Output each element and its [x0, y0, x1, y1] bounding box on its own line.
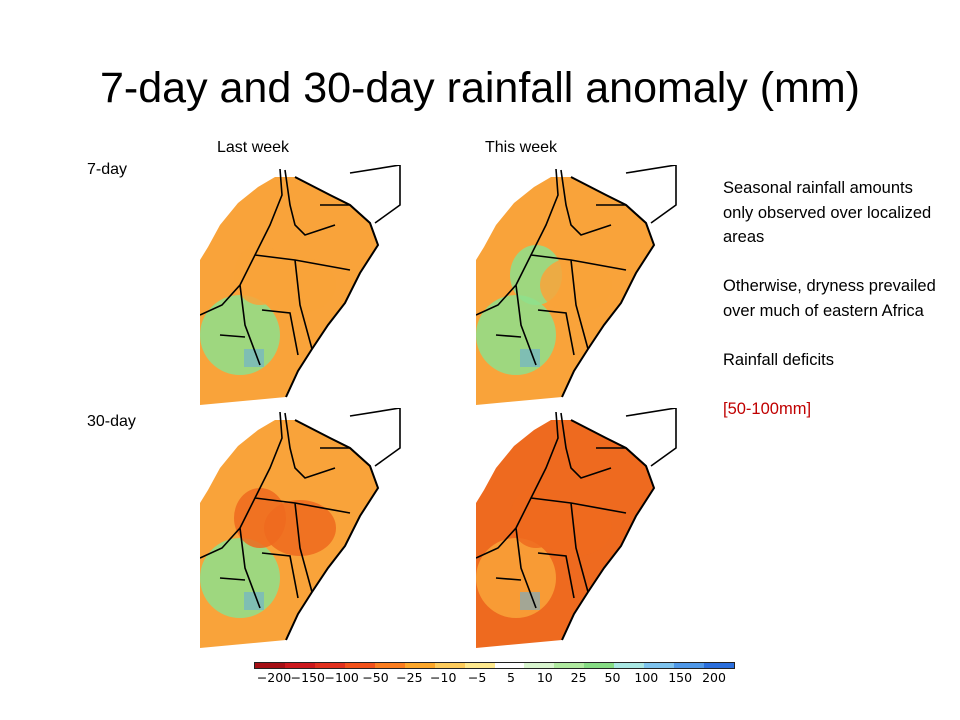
colorbar-swatch	[674, 663, 705, 668]
coastline	[561, 176, 656, 398]
column-label-this-week: This week	[485, 139, 558, 156]
colorbar-tick-label: −25	[396, 670, 423, 685]
rain-patch	[200, 538, 280, 618]
colorbar-tick-label: −200	[256, 670, 292, 685]
colorbar-swatch	[434, 663, 465, 668]
rain-patch	[476, 538, 556, 618]
border-lines	[200, 168, 371, 366]
colorbar-swatch	[284, 663, 315, 668]
rain-patch	[540, 257, 612, 313]
border-lines	[625, 165, 677, 224]
lake-victoria	[244, 349, 264, 367]
red-sea	[295, 165, 410, 205]
map-7day-this-week	[476, 165, 686, 405]
coastline	[561, 419, 656, 641]
colorbar-swatch	[614, 663, 645, 668]
colorbar-swatch	[374, 663, 405, 668]
rain-patch	[476, 295, 556, 375]
border-lines	[476, 411, 647, 609]
colorbar-swatch	[584, 663, 615, 668]
colorbar	[254, 662, 735, 669]
colorbar-tick-label: −50	[362, 670, 389, 685]
colorbar-tick-label: 150	[668, 670, 693, 685]
rain-patch	[264, 500, 336, 556]
red-sea	[295, 408, 410, 448]
notes-text: Seasonal rainfall amounts only observed …	[723, 176, 938, 421]
note-deficit-range: [50-100mm]	[723, 399, 812, 418]
column-label-last-week: Last week	[217, 139, 290, 156]
slide-title: 7-day and 30-day rainfall anomaly (mm)	[100, 64, 860, 112]
colorbar-tick-label: 200	[702, 670, 726, 685]
red-sea	[571, 408, 686, 448]
colorbar-swatch	[524, 663, 555, 668]
colorbar-swatch	[494, 663, 525, 668]
border-lines	[476, 168, 647, 366]
colorbar-swatch	[255, 663, 285, 668]
border-lines	[349, 165, 401, 224]
border-lines	[349, 408, 401, 467]
row-label-30-day: 30-day	[87, 413, 136, 430]
colorbar-tick-label: 25	[570, 670, 587, 685]
red-sea	[571, 165, 686, 205]
rain-patch	[200, 295, 280, 375]
rain-patch	[540, 500, 612, 556]
rain-patch	[264, 257, 336, 313]
note-localized: Seasonal rainfall amounts only observed …	[723, 179, 932, 246]
coastline	[285, 176, 380, 398]
colorbar-swatch	[464, 663, 495, 668]
colorbar-swatch	[554, 663, 585, 668]
lake-victoria	[244, 592, 264, 610]
colorbar-tick-label: 50	[604, 670, 621, 685]
map-30day-last-week	[200, 408, 410, 648]
colorbar-tick-label: 100	[634, 670, 659, 685]
border-lines	[625, 408, 677, 467]
map-7day-last-week	[200, 165, 410, 405]
map-30day-this-week	[476, 408, 686, 648]
colorbar-ticks: −200 −150 −100 −50 −25 −10 −5 5 10 25 50 100 150 200	[256, 669, 726, 687]
colorbar-tick-label: −5	[467, 670, 487, 685]
border-lines	[200, 411, 371, 609]
colorbar-swatch	[314, 663, 345, 668]
colorbar-tick-label: 10	[536, 670, 553, 685]
lake-victoria	[520, 349, 540, 367]
colorbar-tick-label: −100	[324, 670, 359, 685]
colorbar-tick-label: 5	[506, 670, 515, 685]
coastline	[285, 419, 380, 641]
colorbar-tick-label: −150	[290, 670, 326, 685]
colorbar-swatch	[704, 663, 734, 668]
row-label-7-day: 7-day	[87, 161, 128, 178]
colorbar-swatch	[404, 663, 435, 668]
lake-victoria	[520, 592, 540, 610]
note-dryness: Otherwise, dryness prevailed over much o…	[723, 277, 936, 320]
colorbar-swatch	[644, 663, 675, 668]
colorbar-tick-label: −10	[430, 670, 457, 685]
colorbar-swatch	[344, 663, 375, 668]
note-deficits: Rainfall deficits	[723, 350, 834, 369]
